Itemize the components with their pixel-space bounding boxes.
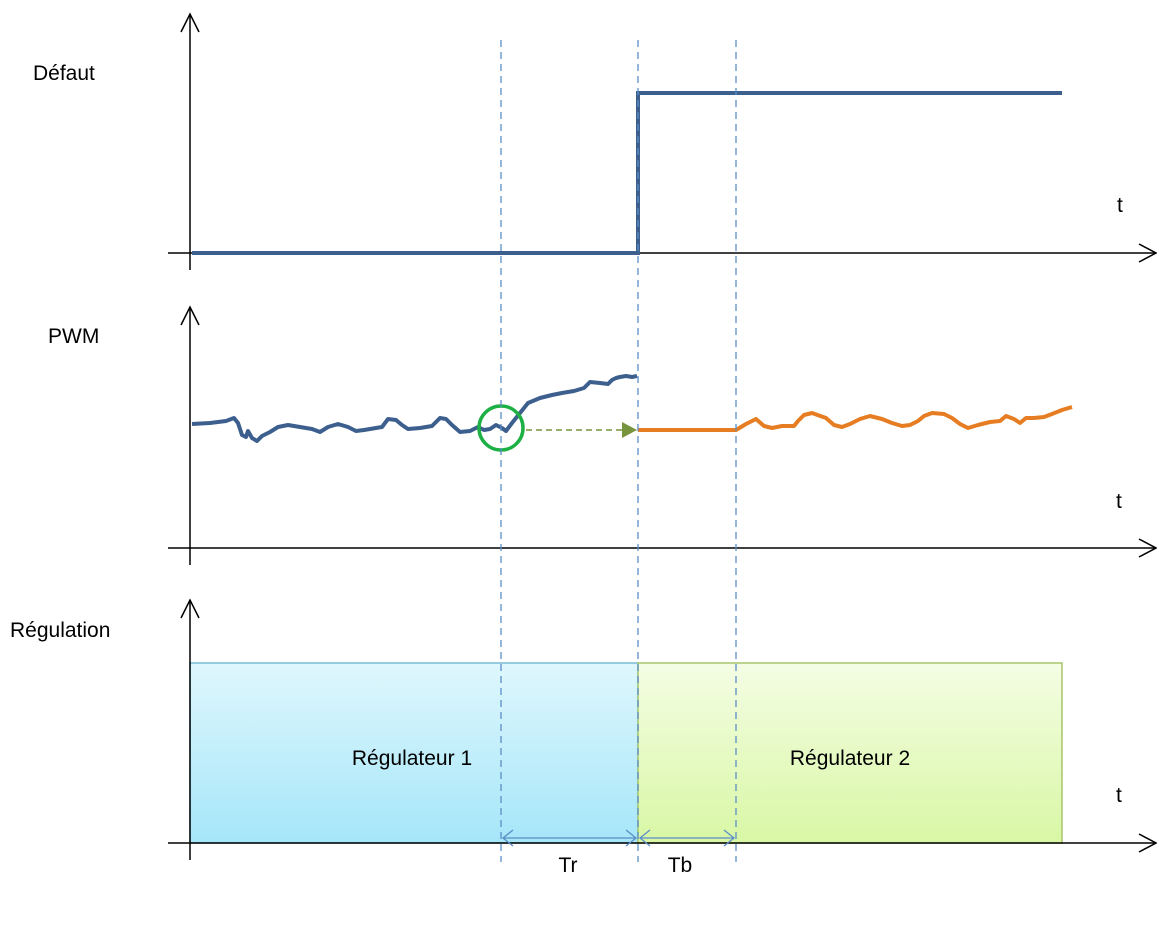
regulator-1-block [189,662,639,844]
tr-right-arrow-icon [625,829,638,847]
defaut-signal [192,91,1062,255]
pwm-y-arrow-icon [180,305,200,326]
regulation-panel: Régulation t [10,598,1157,860]
hold-arrow-head-icon [622,422,637,438]
pwm-t-arrow-icon [1138,538,1157,558]
defaut-t-label: t [1117,194,1123,217]
tb-label: Tb [668,854,693,877]
regulation-t-arrow-icon [1138,833,1157,853]
tb-left-arrow-icon [638,829,651,847]
defaut-panel: Défaut t [33,12,1157,270]
tb-right-arrow-icon [723,829,736,847]
regulation-t-label: t [1116,784,1122,807]
pwm-regulator-2-signal [638,405,1073,432]
regulation-label: Régulation [10,619,110,642]
defaut-y-arrow-icon [180,12,200,33]
defaut-t-arrow-icon [1138,243,1157,263]
tr-left-arrow-icon [501,829,514,847]
regulator-1-label: Régulateur 1 [352,747,472,770]
pwm-panel: PWM t [48,305,1157,565]
pwm-regulator-1-signal [191,374,638,443]
tr-label: Tr [558,854,577,877]
regulator-2-block [637,662,1063,844]
tb-interval: Tb [638,829,736,877]
defaut-label: Défaut [33,62,95,85]
regulator-2-label: Régulateur 2 [790,747,910,770]
tr-interval: Tr [501,829,638,877]
regulation-y-arrow-icon [180,598,200,619]
pwm-t-label: t [1116,490,1122,513]
pwm-label: PWM [48,325,99,348]
